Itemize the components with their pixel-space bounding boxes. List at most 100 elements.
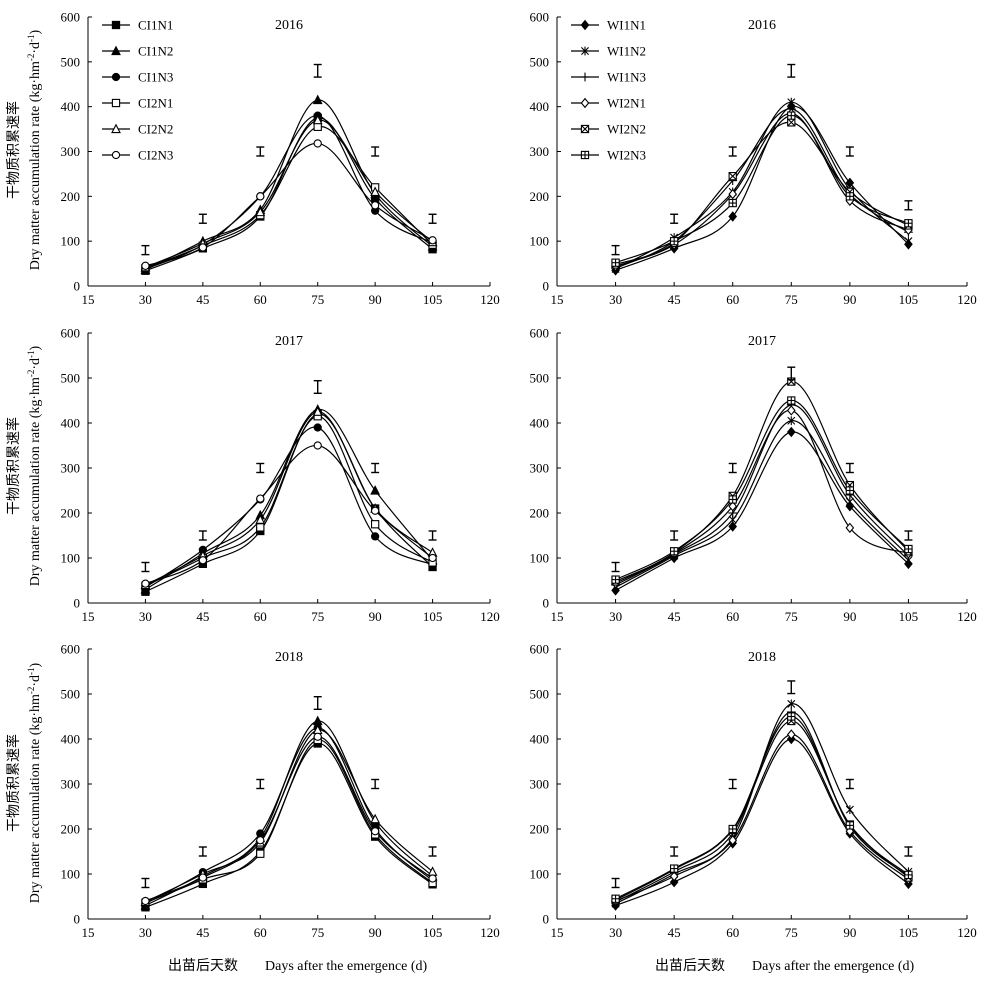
data-point-WI2N3 — [612, 259, 619, 266]
error-bar — [612, 246, 620, 255]
x-tick-label: 60 — [726, 609, 739, 624]
data-point-CI2N3 — [257, 837, 264, 844]
legend-label: WI2N2 — [607, 122, 646, 137]
x-tick-label: 30 — [609, 609, 622, 624]
data-point-CI2N3 — [257, 495, 264, 502]
x-tick-label: 90 — [843, 925, 856, 940]
x-tick-label: 60 — [726, 292, 739, 307]
y-axis-label-row-3: 干物质积累速率 Dry matter accumulation rate (kg… — [5, 662, 43, 903]
series-line-WI1N3 — [616, 109, 909, 268]
y-tick-label: 500 — [61, 54, 81, 69]
series-line-CI2N3 — [145, 143, 432, 265]
panel-title: 2018 — [748, 650, 776, 665]
panel-title: 2016 — [748, 18, 776, 33]
y-tick-label: 0 — [74, 279, 81, 294]
x-tick-label: 105 — [899, 292, 919, 307]
data-point-CI2N1 — [257, 524, 264, 531]
error-bar — [729, 780, 737, 789]
series-line-WI2N2 — [616, 122, 909, 264]
data-point-WI2N3 — [671, 548, 678, 555]
error-bar — [612, 563, 620, 572]
data-point-CI2N1 — [372, 521, 379, 528]
series-line-CI1N3 — [145, 116, 432, 269]
x-tick-label: 45 — [668, 292, 681, 307]
data-point-CI2N1 — [314, 123, 321, 130]
data-point-WI1N2 — [846, 805, 853, 814]
data-point-WI2N3 — [612, 576, 619, 583]
data-point-CI2N3 — [372, 828, 379, 835]
x-tick-label: 15 — [82, 292, 95, 307]
data-point-WI2N3 — [729, 199, 736, 206]
data-point-CI2N3 — [142, 580, 149, 587]
chart-panel-2: 0 100 200 300 400 500 600 15 30 45 60 75 90 105 120 201… — [530, 10, 977, 308]
y-tick-label: 0 — [543, 912, 550, 927]
x-tick-label: 60 — [254, 925, 267, 940]
series-line-CI2N1 — [145, 740, 432, 903]
legend-marker-CI1N1 — [112, 21, 119, 28]
error-bar — [846, 147, 854, 156]
x-label-cn: 出苗后天数 — [655, 958, 725, 974]
data-point-WI2N3 — [905, 545, 912, 552]
data-point-CI2N1 — [257, 850, 264, 857]
y-tick-label: 400 — [530, 732, 550, 747]
error-bar — [904, 847, 912, 856]
x-tick-label: 15 — [551, 925, 564, 940]
error-bar — [141, 563, 149, 572]
y-tick-label: 600 — [530, 326, 550, 341]
series-line-WI1N2 — [616, 704, 909, 904]
y-tick-label: 100 — [530, 234, 550, 249]
series-line-CI2N2 — [145, 730, 432, 902]
data-point-CI2N3 — [257, 193, 264, 200]
legend: CI1N1CI1N2CI1N3CI2N1CI2N2CI2N3 — [102, 18, 173, 163]
legend-marker-WI2N1 — [581, 99, 588, 108]
series-line-WI1N1 — [616, 432, 909, 591]
legend-label: WI1N3 — [607, 70, 646, 85]
legend-label: WI1N2 — [607, 44, 646, 59]
legend-label: CI2N1 — [138, 96, 173, 111]
x-tick-label: 45 — [196, 292, 209, 307]
y-tick-label: 200 — [61, 506, 81, 521]
series-line-WI1N2 — [616, 102, 909, 269]
x-label-cn: 出苗后天数 — [168, 958, 238, 974]
data-point-WI2N3 — [788, 397, 795, 404]
y-tick-label: 600 — [530, 642, 550, 657]
x-tick-label: 120 — [957, 292, 977, 307]
data-point-WI2N2 — [788, 119, 795, 126]
y-tick-label: 100 — [530, 867, 550, 882]
chart-panel-6: 010020030040050060015 30 45 60 75 90 105 120201… — [530, 642, 977, 941]
legend-label: CI2N3 — [138, 148, 173, 163]
error-bar — [729, 464, 737, 473]
error-bar — [429, 214, 437, 223]
error-bar — [371, 464, 379, 473]
y-tick-label: 400 — [61, 99, 81, 114]
x-tick-label: 105 — [423, 292, 443, 307]
x-tick-label: 45 — [196, 925, 209, 940]
x-tick-label: 120 — [480, 292, 500, 307]
error-bar — [371, 780, 379, 789]
data-point-WI2N3 — [671, 865, 678, 872]
legend-marker-WI2N2 — [581, 125, 588, 132]
x-tick-label: 75 — [311, 925, 324, 940]
legend-label: CI1N3 — [138, 70, 173, 85]
data-point-CI2N3 — [429, 554, 436, 561]
series-line-WI2N2 — [616, 721, 909, 900]
data-point-WI2N3 — [905, 220, 912, 227]
x-tick-label: 120 — [957, 925, 977, 940]
x-tick-label: 105 — [899, 925, 919, 940]
data-point-CI2N3 — [142, 262, 149, 269]
y-tick-label: 0 — [74, 596, 81, 611]
data-point-CI1N3 — [372, 533, 379, 540]
chart-panel-4: 0 100 200 300 400 500 600 15 30 45 60 75 90 105 120 201… — [530, 326, 977, 625]
x-tick-label: 30 — [609, 292, 622, 307]
y-label-en: Dry matter accumulation rate (kg·hm-2·d-… — [26, 662, 43, 903]
y-tick-label: 600 — [61, 326, 81, 341]
data-point-WI2N1 — [788, 406, 795, 415]
x-label-en: Days after the emergence (d) — [265, 959, 428, 974]
error-bar — [846, 464, 854, 473]
x-tick-label: 75 — [311, 609, 324, 624]
y-tick-label: 300 — [530, 777, 550, 792]
error-bar — [314, 381, 322, 394]
series-line-WI1N3 — [616, 405, 909, 585]
data-point-WI2N2 — [729, 173, 736, 180]
y-axis-label-row-2: 干物质积累速率 Dry matter accumulation rate (kg… — [5, 345, 43, 586]
